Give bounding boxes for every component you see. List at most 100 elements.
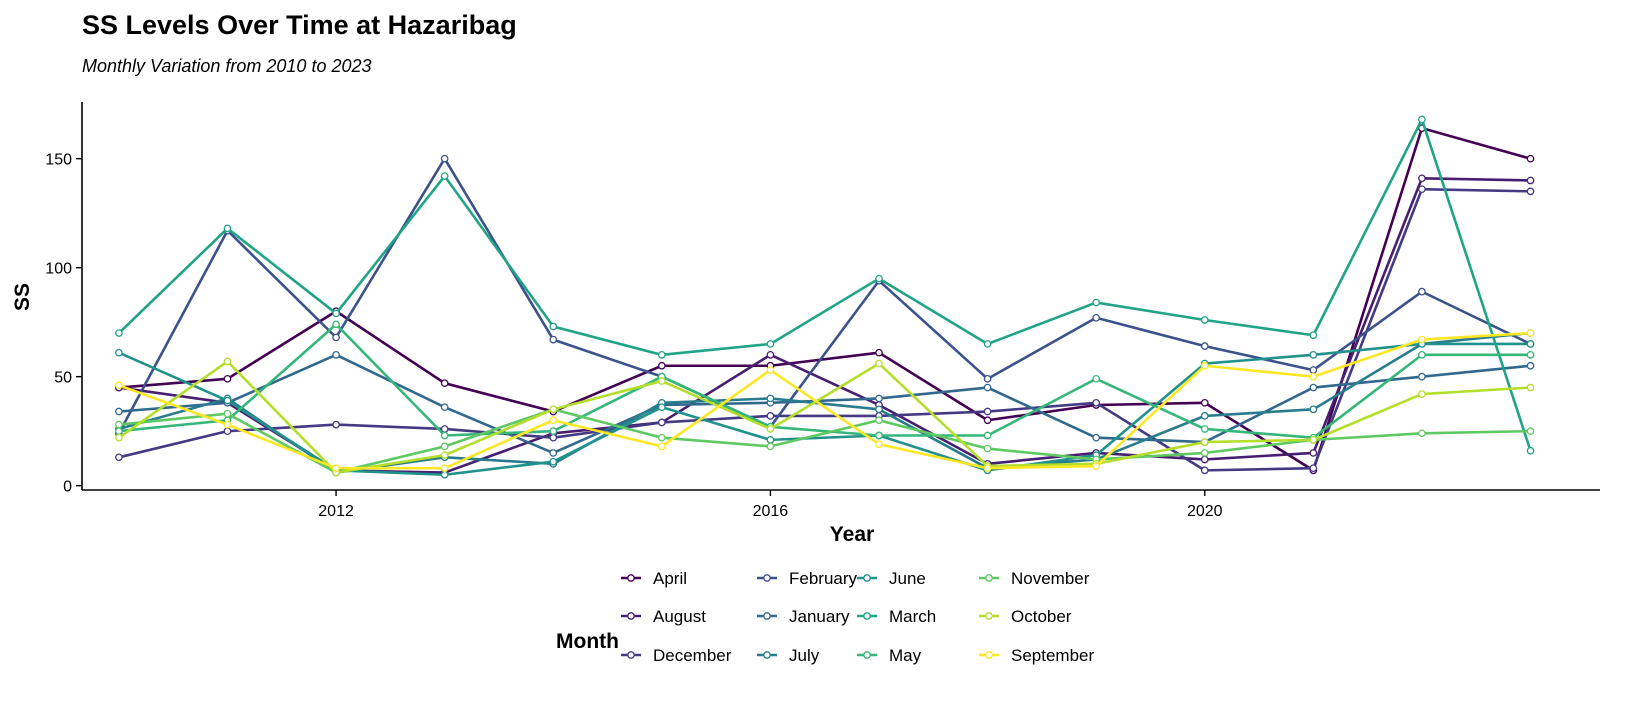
data-point-december (1309, 464, 1318, 473)
data-point-may (549, 427, 558, 435)
legend-item-december: December (621, 646, 732, 665)
legend-label: August (653, 607, 706, 626)
legend-key-point (863, 612, 871, 620)
data-point-september (1418, 335, 1426, 344)
data-point-december (115, 453, 123, 462)
data-point-december (332, 420, 340, 429)
data-point-october (1418, 390, 1426, 398)
data-point-january (1418, 372, 1426, 381)
y-ticks: 0 50 100 150 (45, 152, 82, 496)
legend-key-point (985, 651, 993, 659)
data-point-march (1526, 446, 1535, 455)
x-axis-title: Year (830, 523, 874, 546)
data-point-march (766, 340, 775, 348)
data-point-may (983, 431, 992, 440)
legend-key-point (985, 612, 993, 620)
series-june (115, 340, 1535, 479)
data-point-december (766, 412, 775, 420)
legend-item-august: August (621, 607, 706, 626)
data-point-november (223, 409, 232, 418)
legend-label: February (789, 569, 858, 588)
data-point-december (1526, 187, 1535, 196)
legend-label: December (653, 646, 732, 665)
data-point-january (1092, 433, 1101, 442)
legend-item-april: April (621, 569, 687, 588)
data-point-october (440, 451, 449, 459)
data-point-may (1526, 351, 1535, 359)
legend-title: Month (556, 630, 619, 653)
legend-key-point (985, 574, 993, 582)
data-point-september (115, 381, 123, 390)
y-tick-label: 0 (63, 479, 72, 496)
data-point-january (875, 394, 883, 403)
series-february (115, 154, 1535, 438)
data-point-february (1418, 287, 1426, 296)
x-tick-label: 2016 (753, 503, 789, 520)
x-tick-label: 2012 (318, 503, 354, 520)
data-point-april (875, 348, 883, 357)
data-point-march (1309, 331, 1318, 340)
data-point-march (1200, 316, 1209, 324)
data-point-november (766, 442, 775, 451)
data-point-february (1309, 366, 1318, 374)
data-point-august (1200, 455, 1209, 464)
data-point-may (115, 427, 123, 435)
data-point-june (657, 403, 666, 412)
data-point-october (1200, 438, 1209, 446)
data-point-september (440, 464, 449, 473)
data-point-february (549, 335, 558, 344)
series-line-march (118, 118, 1532, 452)
data-point-september (332, 464, 340, 473)
data-point-january (332, 351, 340, 359)
legend-key-point (627, 651, 635, 659)
data-point-august (1418, 174, 1426, 183)
data-point-october (549, 405, 558, 414)
data-point-may (440, 431, 449, 440)
data-point-september (549, 416, 558, 425)
y-tick-label: 50 (54, 370, 72, 387)
chart-title: SS Levels Over Time at Hazaribag (82, 10, 517, 40)
legend-item-march: March (857, 607, 936, 626)
data-point-february (1200, 342, 1209, 350)
data-point-september (875, 440, 883, 449)
plot-area (115, 115, 1535, 479)
data-point-october (115, 433, 123, 442)
data-point-january (549, 449, 558, 457)
data-point-may (1092, 374, 1101, 383)
data-point-january (983, 383, 992, 392)
data-point-august (1526, 176, 1535, 185)
data-point-july (1200, 412, 1209, 420)
legend-item-november: November (979, 569, 1090, 588)
data-point-september (223, 420, 232, 429)
legend-item-september: September (979, 646, 1094, 665)
data-point-september (1200, 361, 1209, 370)
series-line-october (118, 360, 1531, 474)
data-point-february (983, 374, 992, 383)
data-point-november (440, 442, 449, 451)
data-point-february (332, 333, 340, 342)
data-point-december (983, 407, 992, 416)
legend-label: October (1011, 607, 1072, 626)
data-point-june (440, 470, 449, 479)
data-point-june (549, 457, 558, 466)
data-point-october (1309, 436, 1318, 444)
legend-item-june: June (857, 569, 926, 588)
data-point-september (1092, 462, 1101, 470)
data-point-july (875, 405, 883, 414)
data-point-march (657, 351, 666, 359)
data-point-november (1526, 427, 1535, 435)
data-point-september (983, 464, 992, 473)
x-ticks: 2012 2016 2020 (318, 490, 1223, 520)
data-point-april (1200, 398, 1209, 407)
data-point-april (223, 374, 232, 383)
data-point-december (657, 418, 666, 427)
legend-item-july: July (757, 646, 820, 665)
data-point-may (1418, 351, 1426, 359)
data-point-june (766, 436, 775, 444)
legend-key-point (627, 612, 635, 620)
data-point-march (983, 340, 992, 348)
series-line-february (117, 157, 1532, 434)
data-point-november (1418, 429, 1426, 438)
legend-label: January (789, 607, 850, 626)
